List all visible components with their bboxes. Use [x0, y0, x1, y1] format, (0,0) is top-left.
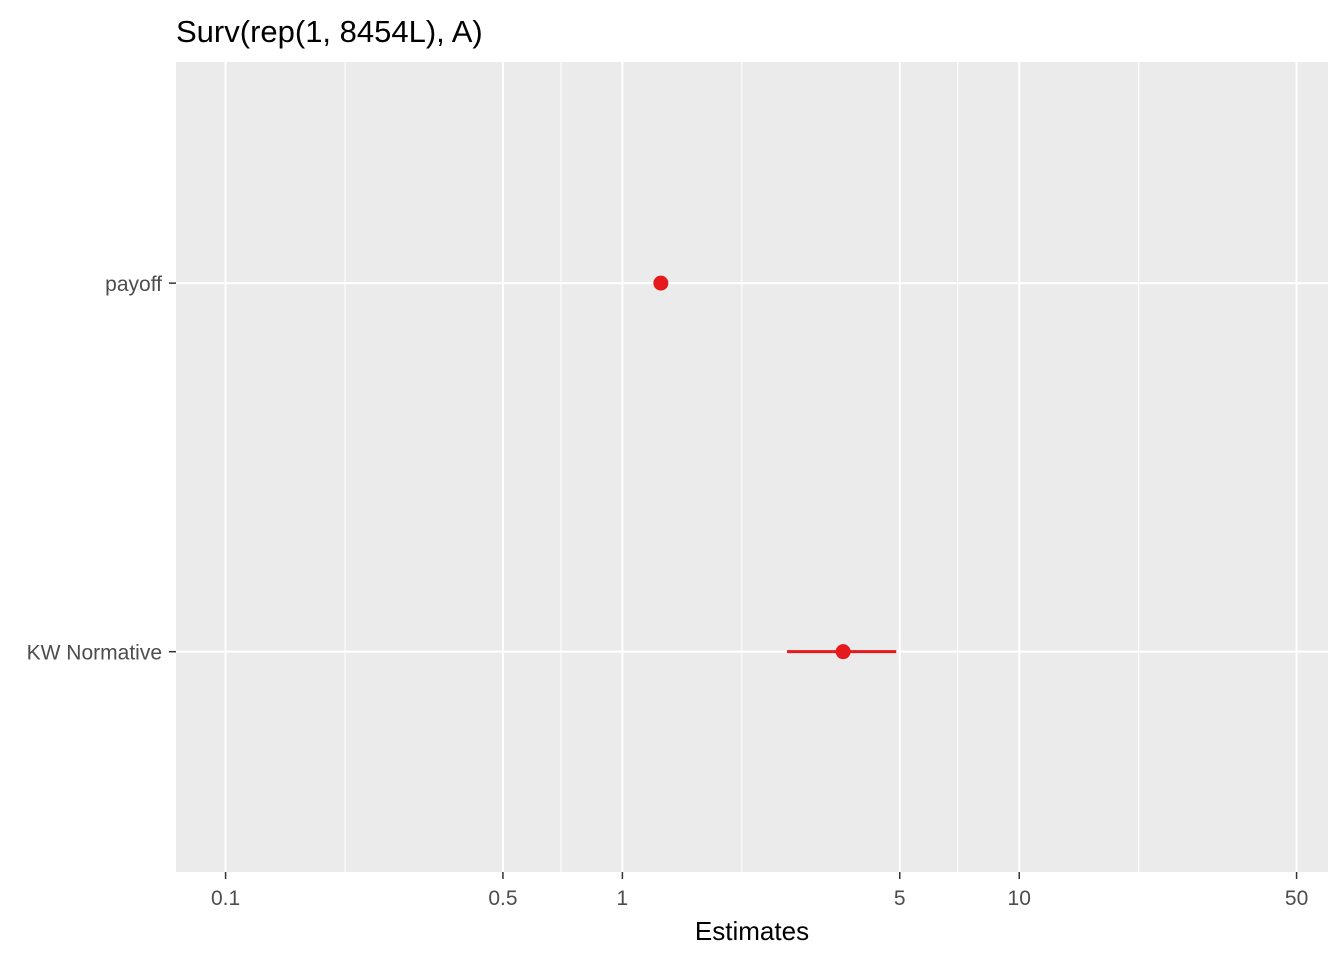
estimate-point: [653, 275, 669, 291]
x-tick-label: 1: [617, 887, 629, 910]
x-tick-label: 50: [1285, 887, 1308, 910]
minor-gridlines: [344, 62, 1140, 872]
x-tick-label: 0.5: [488, 887, 517, 910]
x-tick-label: 10: [1008, 887, 1031, 910]
y-tick-label: payoff: [105, 273, 162, 296]
chart-title: Surv(rep(1, 8454L), A): [176, 14, 483, 49]
y-tick-label: KW Normative: [27, 642, 162, 665]
plot-panel: [176, 62, 1328, 872]
y-axis: payoff KW Normative: [27, 273, 176, 665]
data-marks: [653, 275, 897, 660]
major-gridlines: [176, 62, 1328, 872]
x-axis-title: Estimates: [695, 916, 809, 946]
x-tick-label: 0.1: [211, 887, 240, 910]
x-axis: 0.1 0.5 1 5 10 50: [211, 872, 1308, 910]
estimate-point: [835, 644, 851, 660]
x-tick-label: 5: [894, 887, 906, 910]
